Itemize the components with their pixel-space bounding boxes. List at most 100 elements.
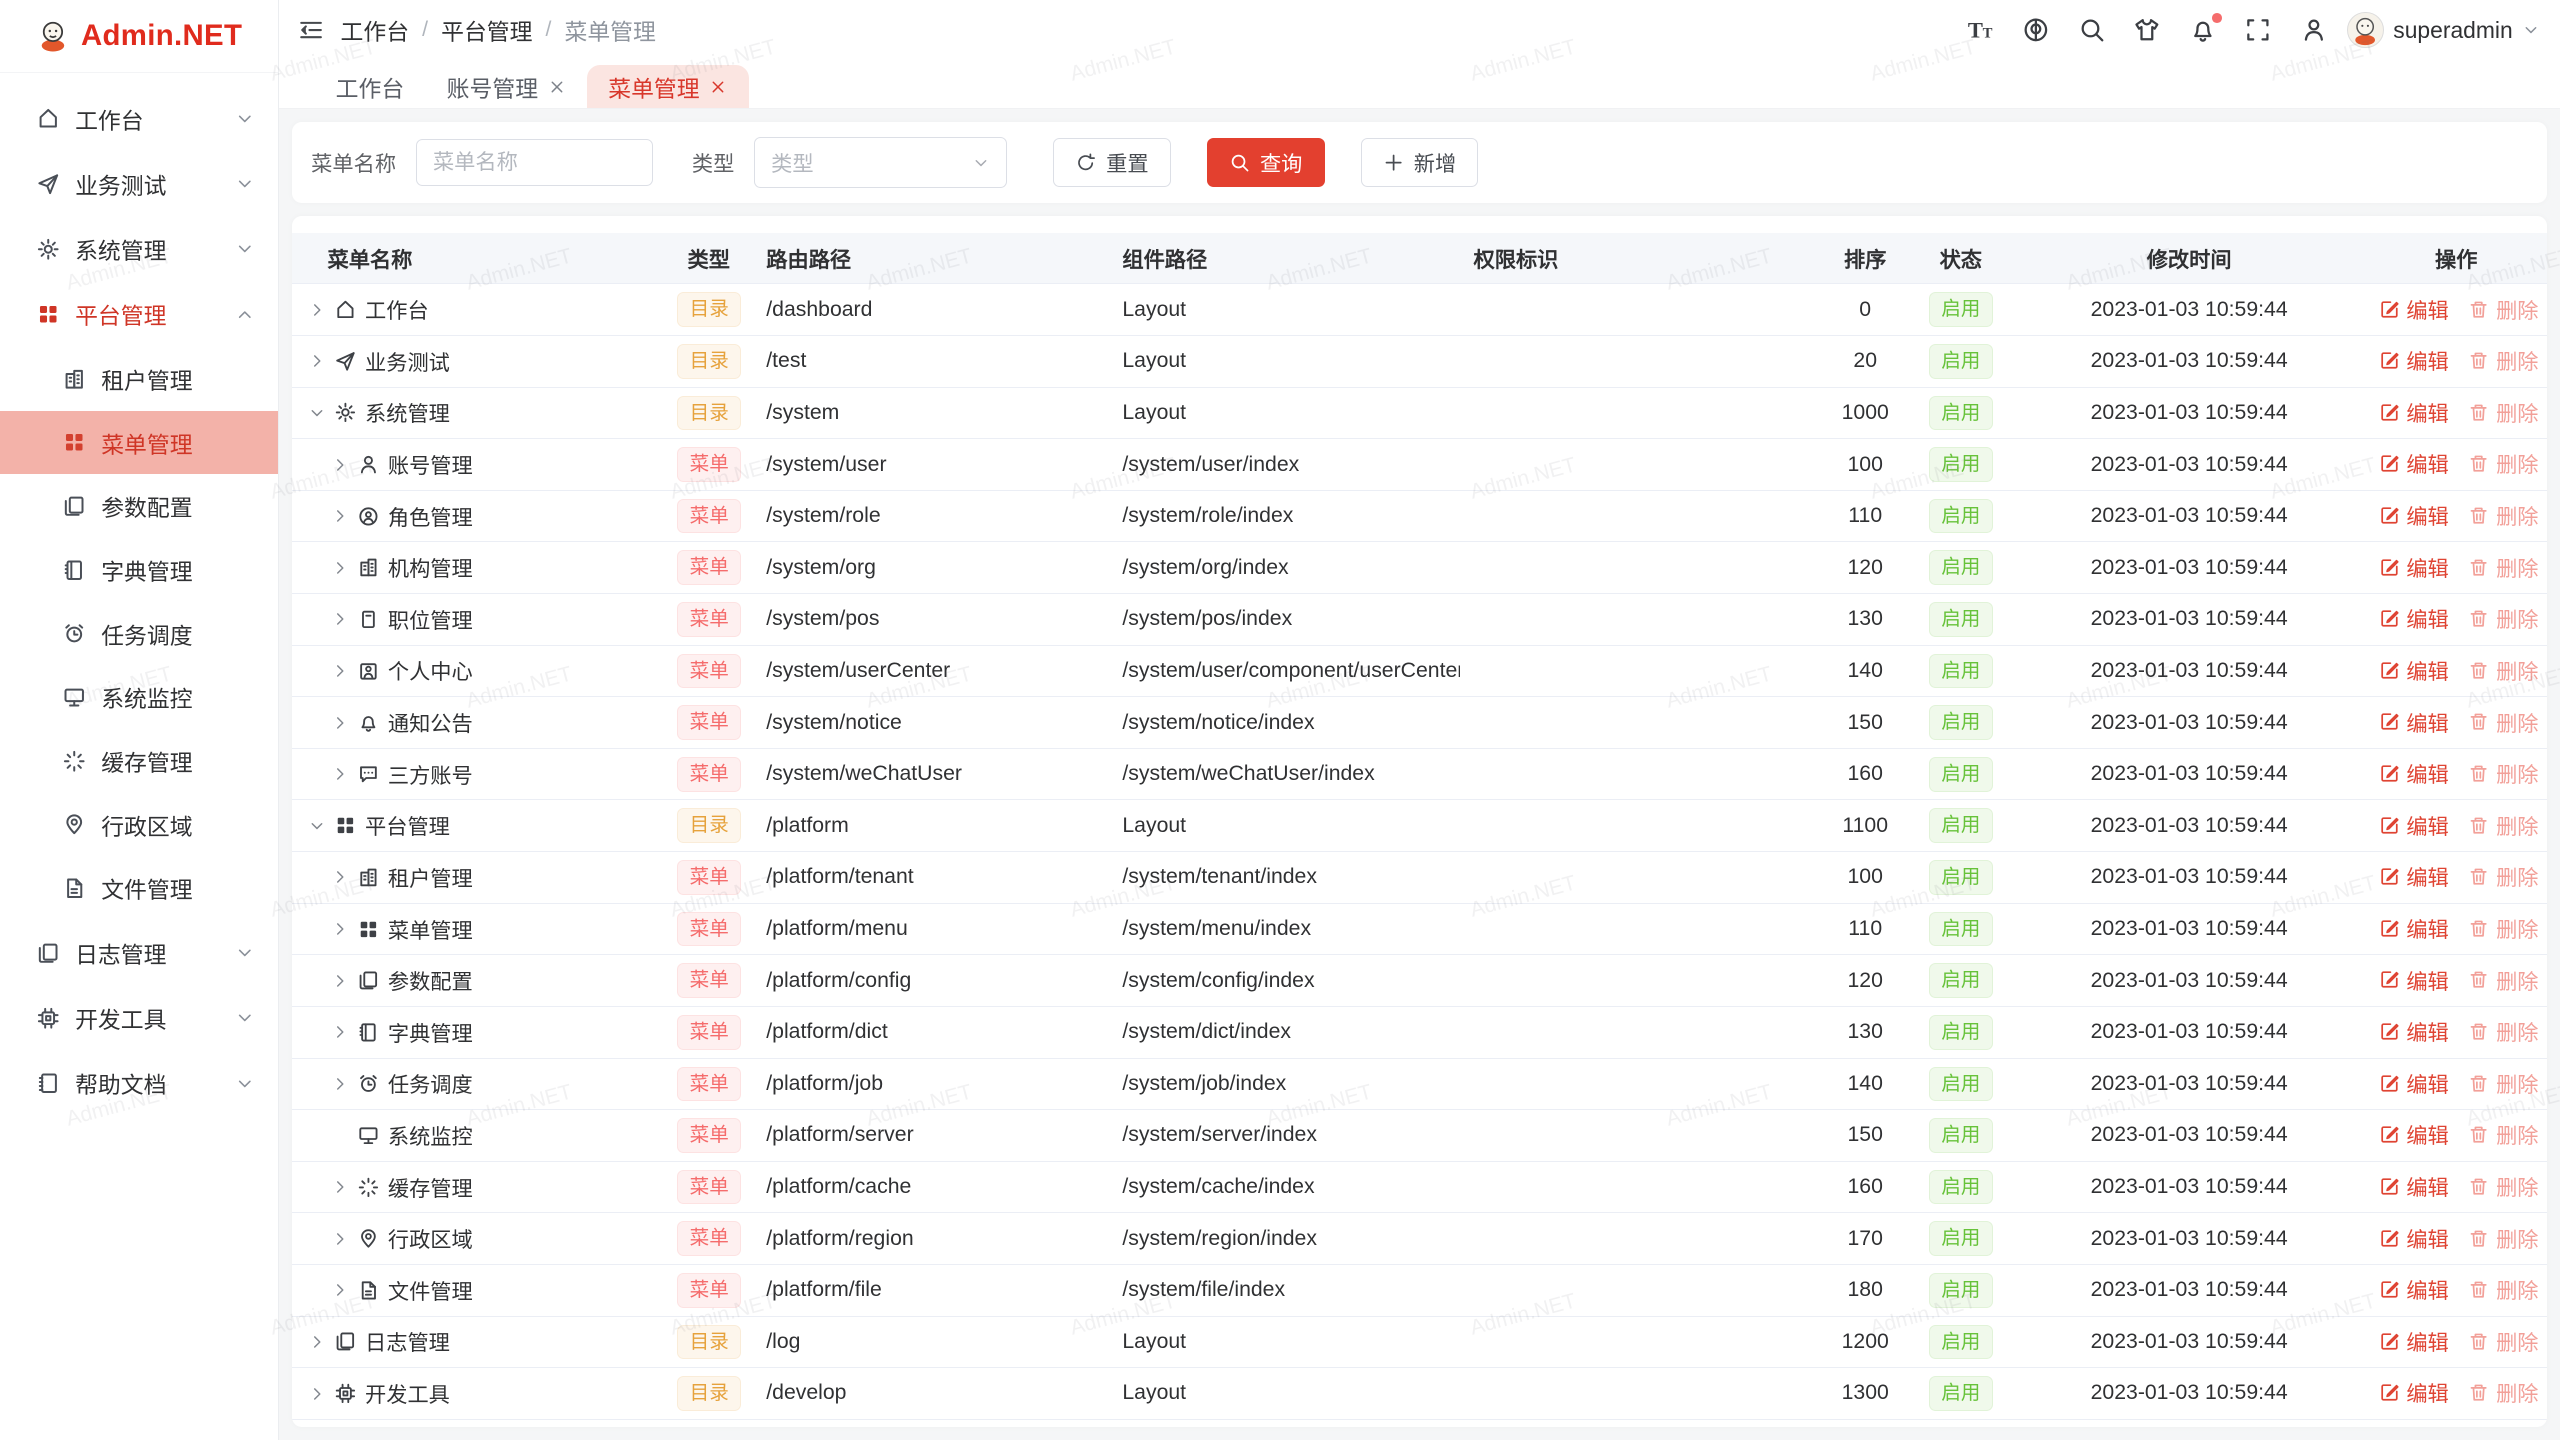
- row-expand-icon[interactable]: [308, 817, 326, 835]
- edit-button[interactable]: 编辑: [2379, 707, 2449, 738]
- sidebar-item-文件管理[interactable]: 文件管理: [0, 856, 278, 920]
- edit-button[interactable]: 编辑: [2379, 1068, 2449, 1099]
- row-expand-icon[interactable]: [331, 1023, 349, 1041]
- row-expand-icon[interactable]: [331, 714, 349, 732]
- edit-button[interactable]: 编辑: [2379, 1377, 2449, 1408]
- row-expand-icon[interactable]: [331, 765, 349, 783]
- delete-button[interactable]: 删除: [2468, 1326, 2539, 1357]
- edit-button[interactable]: 编辑: [2379, 1016, 2449, 1047]
- edit-button[interactable]: 编辑: [2379, 965, 2449, 996]
- row-expand-icon[interactable]: [331, 1075, 349, 1093]
- edit-button[interactable]: 编辑: [2379, 345, 2449, 376]
- theme-icon[interactable]: [2133, 16, 2161, 44]
- edit-button[interactable]: 编辑: [2379, 1274, 2449, 1305]
- row-expand-icon[interactable]: [308, 404, 326, 422]
- sidebar-item-任务调度[interactable]: 任务调度: [0, 602, 278, 666]
- edit-button[interactable]: 编辑: [2379, 810, 2449, 841]
- row-expand-icon[interactable]: [331, 1230, 349, 1248]
- row-expand-icon[interactable]: [331, 559, 349, 577]
- delete-button[interactable]: 删除: [2468, 1377, 2539, 1408]
- delete-button[interactable]: 删除: [2468, 810, 2539, 841]
- edit-button[interactable]: 编辑: [2379, 655, 2449, 686]
- user-icon[interactable]: [2300, 16, 2328, 44]
- delete-button[interactable]: 删除: [2468, 603, 2539, 634]
- breadcrumb-item[interactable]: 工作台: [340, 19, 410, 46]
- edit-button[interactable]: 编辑: [2379, 552, 2449, 583]
- sidebar-item-系统管理[interactable]: 系统管理: [0, 216, 278, 281]
- row-expand-icon[interactable]: [308, 1333, 326, 1351]
- row-expand-icon[interactable]: [331, 610, 349, 628]
- edit-button[interactable]: 编辑: [2379, 913, 2449, 944]
- fullscreen-icon[interactable]: [2244, 16, 2272, 44]
- reset-button[interactable]: 重置: [1052, 138, 1171, 188]
- edit-button[interactable]: 编辑: [2379, 1119, 2449, 1150]
- edit-button[interactable]: 编辑: [2379, 500, 2449, 531]
- delete-button[interactable]: 删除: [2468, 965, 2539, 996]
- delete-button[interactable]: 删除: [2468, 1068, 2539, 1099]
- edit-button[interactable]: 编辑: [2379, 758, 2449, 789]
- type-select[interactable]: 类型: [753, 137, 1008, 189]
- edit-button[interactable]: 编辑: [2379, 603, 2449, 634]
- sidebar-item-日志管理[interactable]: 日志管理: [0, 920, 278, 985]
- delete-button[interactable]: 删除: [2468, 1016, 2539, 1047]
- sidebar-item-开发工具[interactable]: 开发工具: [0, 985, 278, 1050]
- add-button[interactable]: 新增: [1360, 138, 1479, 188]
- delete-button[interactable]: 删除: [2468, 397, 2539, 428]
- close-icon[interactable]: [548, 78, 566, 96]
- delete-button[interactable]: 删除: [2468, 1274, 2539, 1305]
- sidebar-item-行政区域[interactable]: 行政区域: [0, 793, 278, 857]
- sidebar-item-缓存管理[interactable]: 缓存管理: [0, 729, 278, 793]
- breadcrumb-item[interactable]: 平台管理: [441, 19, 533, 46]
- row-expand-icon[interactable]: [331, 1281, 349, 1299]
- row-expand-icon[interactable]: [331, 868, 349, 886]
- sidebar-item-租户管理[interactable]: 租户管理: [0, 347, 278, 411]
- search-button[interactable]: 查询: [1206, 138, 1325, 188]
- user-menu[interactable]: superadmin: [2347, 12, 2540, 49]
- edit-button[interactable]: 编辑: [2379, 294, 2449, 325]
- edit-button[interactable]: 编辑: [2379, 1223, 2449, 1254]
- delete-button[interactable]: 删除: [2468, 500, 2539, 531]
- row-expand-icon[interactable]: [331, 920, 349, 938]
- tab-菜单管理[interactable]: 菜单管理: [587, 65, 749, 108]
- delete-button[interactable]: 删除: [2468, 1223, 2539, 1254]
- delete-button[interactable]: 删除: [2468, 1119, 2539, 1150]
- delete-button[interactable]: 删除: [2468, 345, 2539, 376]
- delete-button[interactable]: 删除: [2468, 707, 2539, 738]
- row-expand-icon[interactable]: [308, 1385, 326, 1403]
- row-expand-icon[interactable]: [308, 352, 326, 370]
- row-expand-icon[interactable]: [331, 456, 349, 474]
- delete-button[interactable]: 删除: [2468, 294, 2539, 325]
- search-icon[interactable]: [2078, 16, 2106, 44]
- edit-button[interactable]: 编辑: [2379, 1171, 2449, 1202]
- tab-工作台[interactable]: 工作台: [314, 65, 425, 107]
- app-logo[interactable]: Admin.NET: [0, 0, 278, 73]
- sidebar-item-参数配置[interactable]: 参数配置: [0, 474, 278, 538]
- edit-button[interactable]: 编辑: [2379, 1326, 2449, 1357]
- sidebar-item-工作台[interactable]: 工作台: [0, 86, 278, 151]
- sidebar-item-字典管理[interactable]: 字典管理: [0, 538, 278, 602]
- row-expand-icon[interactable]: [331, 662, 349, 680]
- delete-button[interactable]: 删除: [2468, 448, 2539, 479]
- delete-button[interactable]: 删除: [2468, 913, 2539, 944]
- edit-button[interactable]: 编辑: [2379, 861, 2449, 892]
- sidebar-item-帮助文档[interactable]: 帮助文档: [0, 1051, 278, 1116]
- sidebar-item-业务测试[interactable]: 业务测试: [0, 151, 278, 216]
- notification-icon[interactable]: [2189, 13, 2222, 44]
- delete-button[interactable]: 删除: [2468, 861, 2539, 892]
- delete-button[interactable]: 删除: [2468, 655, 2539, 686]
- sidebar-item-系统监控[interactable]: 系统监控: [0, 665, 278, 729]
- row-expand-icon[interactable]: [331, 1178, 349, 1196]
- menu-name-input[interactable]: [415, 138, 653, 187]
- tab-账号管理[interactable]: 账号管理: [425, 65, 587, 107]
- sidebar-item-平台管理[interactable]: 平台管理: [0, 282, 278, 347]
- edit-button[interactable]: 编辑: [2379, 397, 2449, 428]
- row-expand-icon[interactable]: [331, 972, 349, 990]
- sidebar-item-菜单管理[interactable]: 菜单管理: [0, 410, 278, 475]
- row-expand-icon[interactable]: [331, 507, 349, 525]
- delete-button[interactable]: 删除: [2468, 552, 2539, 583]
- delete-button[interactable]: 删除: [2468, 1171, 2539, 1202]
- row-expand-icon[interactable]: [308, 301, 326, 319]
- delete-button[interactable]: 删除: [2468, 758, 2539, 789]
- close-icon[interactable]: [709, 78, 727, 96]
